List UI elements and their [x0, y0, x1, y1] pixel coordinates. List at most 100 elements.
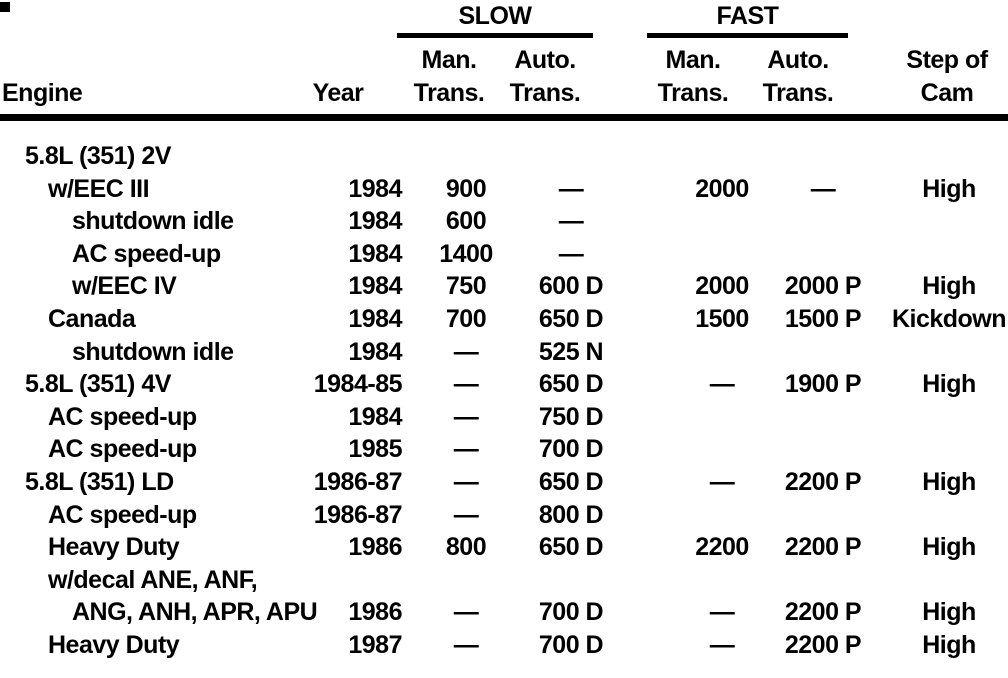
col-header-step-of-cam: Step of Cam	[884, 44, 1008, 110]
slow-auto-trans-cell: —	[558, 239, 584, 268]
col-header-line: Man.	[421, 46, 477, 74]
fast-auto-trans-cell: 2200 P	[784, 598, 862, 627]
slow-man-trans-cell	[411, 140, 521, 173]
col-header-line: Trans.	[509, 79, 581, 107]
col-header-slow-man-trans: Man. Trans.	[399, 44, 499, 110]
step-of-cam-cell: High	[922, 598, 976, 627]
slow-man-trans-cell: —	[453, 402, 479, 431]
fast-man-trans-cell	[667, 238, 777, 271]
fast-man-trans-cell	[667, 499, 777, 532]
fast-man-trans-cell	[667, 336, 777, 369]
table-row: w/EEC IV 1984 750 600 D 2000 2000 P High	[0, 270, 1008, 303]
engine-cell: 5.8L (351) 2V	[25, 142, 171, 170]
fast-auto-trans-cell	[768, 140, 878, 173]
slow-man-trans-cell: 1400	[439, 239, 493, 268]
step-of-cam-cell: High	[922, 370, 976, 399]
fast-man-trans-cell: 2200	[695, 533, 749, 562]
step-of-cam-cell: High	[922, 467, 976, 496]
year-cell: 1987	[348, 630, 402, 659]
col-header-slow-auto-trans: Auto. Trans.	[495, 44, 595, 110]
engine-cell: Heavy Duty	[48, 630, 180, 659]
slow-auto-trans-cell	[516, 564, 626, 597]
fast-auto-trans-cell	[768, 238, 878, 271]
slow-underline	[397, 33, 593, 38]
table-row: AC speed-up 1984 — 750 D	[0, 401, 1008, 434]
slow-man-trans-cell: —	[453, 598, 479, 627]
fast-man-trans-cell: —	[709, 370, 735, 399]
fast-man-trans-cell	[667, 433, 777, 466]
table-row: Heavy Duty 1986 800 650 D 2200 2200 P Hi…	[0, 531, 1008, 564]
slow-auto-trans-cell: 800 D	[538, 500, 604, 529]
fast-auto-trans-cell: 2200 P	[784, 533, 862, 562]
slow-man-trans-cell: —	[453, 467, 479, 496]
fast-man-trans-cell: —	[709, 467, 735, 496]
slow-man-trans-cell: —	[453, 370, 479, 399]
fast-man-trans-cell	[667, 401, 777, 434]
step-of-cam-cell	[888, 205, 1008, 238]
engine-cell: AC speed-up	[48, 500, 197, 529]
slow-auto-trans-cell: 700 D	[538, 630, 604, 659]
year-cell: 1986	[348, 598, 402, 627]
year-cell: 1984	[348, 304, 402, 333]
step-of-cam-cell: High	[922, 272, 976, 301]
col-header-line: Man.	[665, 46, 721, 74]
engine-cell: w/EEC IV	[72, 272, 177, 301]
year-cell: 1986-87	[313, 467, 403, 496]
engine-cell: shutdown idle	[72, 337, 234, 366]
year-cell: 1984	[348, 402, 402, 431]
table-row: shutdown idle 1984 600 —	[0, 205, 1008, 238]
fast-auto-trans-cell	[768, 499, 878, 532]
engine-cell: w/EEC III	[48, 174, 150, 203]
table-row: Heavy Duty 1987 — 700 D — 2200 P High	[0, 629, 1008, 662]
engine-cell: AC speed-up	[72, 239, 221, 268]
year-cell: 1984	[348, 207, 402, 236]
step-of-cam-cell	[888, 336, 1008, 369]
col-header-year: Year	[312, 79, 364, 107]
slow-auto-trans-cell	[516, 140, 626, 173]
slow-man-trans-cell: 800	[445, 533, 487, 562]
year-cell: 1984-85	[313, 370, 403, 399]
step-of-cam-cell	[888, 433, 1008, 466]
fast-auto-trans-cell: 2000 P	[784, 272, 862, 301]
year-cell: 1986	[348, 533, 402, 562]
step-of-cam-cell	[888, 140, 1008, 173]
table-row: 5.8L (351) 4V 1984-85 — 650 D — 1900 P H…	[0, 368, 1008, 401]
scan-artifact	[0, 2, 10, 12]
year-cell	[292, 564, 402, 597]
year-cell	[292, 140, 402, 173]
slow-man-trans-cell: 750	[445, 272, 487, 301]
slow-man-trans-cell: —	[453, 500, 479, 529]
slow-auto-trans-cell: —	[558, 174, 584, 203]
slow-auto-trans-cell: 600 D	[538, 272, 604, 301]
engine-cell: shutdown idle	[72, 207, 234, 236]
step-of-cam-cell	[888, 238, 1008, 271]
col-group-header-fast: FAST	[716, 2, 779, 30]
fast-auto-trans-cell: —	[810, 174, 836, 203]
engine-cell: w/decal ANE, ANF,	[48, 565, 258, 594]
table-body: 5.8L (351) 2V w/EEC III 1984 900 — 2000 …	[0, 140, 1008, 662]
year-cell: 1984	[348, 337, 402, 366]
fast-auto-trans-cell	[768, 336, 878, 369]
fast-auto-trans-cell: 1500 P	[784, 304, 862, 333]
table-row: w/EEC III 1984 900 — 2000 — High	[0, 173, 1008, 206]
engine-cell: ANG, ANH, APR, APU	[72, 598, 318, 627]
engine-cell: Heavy Duty	[48, 533, 180, 562]
fast-man-trans-cell	[667, 205, 777, 238]
slow-auto-trans-cell: 650 D	[538, 370, 604, 399]
fast-man-trans-cell	[667, 564, 777, 597]
table-row: ANG, ANH, APR, APU 1986 — 700 D — 2200 P…	[0, 596, 1008, 629]
engine-cell: Canada	[48, 304, 136, 333]
slow-auto-trans-cell: 650 D	[538, 467, 604, 496]
col-header-engine: Engine	[2, 79, 83, 107]
slow-man-trans-cell	[411, 564, 521, 597]
fast-man-trans-cell: 2000	[695, 272, 749, 301]
step-of-cam-cell: High	[922, 533, 976, 562]
col-header-line: Auto.	[767, 46, 829, 74]
slow-man-trans-cell: 600	[445, 207, 487, 236]
fast-man-trans-cell: 1500	[695, 304, 749, 333]
year-cell: 1984	[348, 272, 402, 301]
engine-cell: AC speed-up	[48, 402, 197, 431]
slow-man-trans-cell: —	[453, 630, 479, 659]
table-row: Canada 1984 700 650 D 1500 1500 P Kickdo…	[0, 303, 1008, 336]
slow-auto-trans-cell: —	[558, 207, 584, 236]
